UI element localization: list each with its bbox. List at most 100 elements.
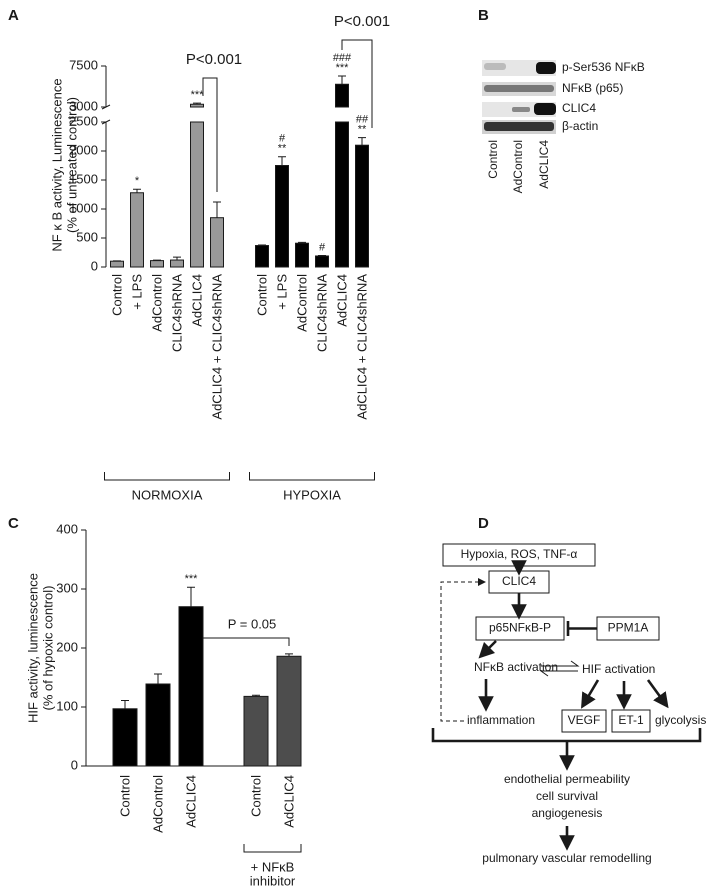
group-label: inhibitor [250, 873, 296, 888]
equilibrium-arrow [539, 670, 578, 677]
outcome-label: angiogenesis [532, 806, 603, 820]
node-label: VEGF [568, 713, 601, 727]
blot-row-label: β-actin [562, 119, 598, 133]
error-bar [121, 700, 129, 709]
bar [178, 606, 204, 767]
x-tick-label: AdCLIC4 + CLIC4shRNA [354, 274, 369, 420]
western-blot [482, 60, 556, 134]
bar [150, 260, 164, 268]
blot-band [536, 62, 556, 74]
comparison-label: P<0.001 [334, 13, 390, 30]
arrow [478, 640, 497, 659]
error-bar [133, 188, 141, 193]
bar [255, 245, 269, 268]
comparison-bracket [202, 77, 218, 192]
blot-band [484, 122, 554, 131]
group-bracket [249, 472, 375, 481]
feedback-arrow [440, 578, 486, 722]
significance-label: ** [278, 143, 287, 155]
node-label: p65NFκB-P [489, 621, 551, 635]
y-axis-label: (% of hypoxic control) [40, 586, 55, 711]
x-tick-label: AdControl [149, 274, 164, 332]
inhibition-arrow [566, 621, 597, 636]
axis-break [101, 119, 111, 125]
blot-lane-label: AdControl [511, 140, 525, 193]
node-box [611, 709, 651, 733]
bar [315, 255, 329, 268]
blot-band [484, 63, 506, 70]
panel-letter: B [478, 7, 489, 24]
result-label: pulmonary vascular remodelling [482, 851, 651, 865]
blot-band [512, 107, 530, 112]
significance-label: ### [333, 52, 352, 64]
bar [335, 83, 349, 268]
x-tick-label: AdControl [294, 274, 309, 332]
error-bar [278, 156, 286, 166]
panel-letter: A [8, 7, 19, 24]
node-label: glycolysis [655, 713, 706, 727]
comparison-bracket [341, 39, 373, 128]
group-label: NORMOXIA [132, 487, 203, 502]
error-bar [154, 673, 162, 684]
node-label: ET-1 [618, 713, 644, 727]
blot-row-label: NFκB (p65) [562, 81, 623, 95]
error-bar [187, 586, 195, 607]
bar [276, 655, 302, 767]
x-tick-label: Control [117, 775, 132, 817]
group-label: HYPOXIA [283, 487, 341, 502]
panel-letter: C [8, 515, 19, 532]
node-label: Hypoxia, ROS, TNF-α [461, 547, 578, 561]
error-bar [285, 653, 293, 657]
blot-lane-label: Control [486, 140, 500, 179]
x-tick-label: Control [254, 274, 269, 316]
panel-letter: D [478, 515, 489, 532]
x-tick-label: AdCLIC4 [189, 274, 204, 327]
x-tick-label: AdCLIC4 + CLIC4shRNA [209, 274, 224, 420]
error-bar [193, 102, 201, 105]
y-tick-label: 0 [91, 258, 98, 273]
bar [170, 259, 184, 268]
bar [130, 192, 144, 268]
bar [355, 144, 369, 268]
significance-label: # [279, 133, 286, 145]
y-tick-label: 2000 [69, 142, 98, 157]
significance-label: ** [358, 124, 367, 136]
error-bar [298, 241, 306, 244]
y-tick-label: 1000 [69, 200, 98, 215]
x-tick-label: + LPS [274, 274, 289, 310]
arrow [646, 679, 669, 709]
bar [190, 103, 204, 268]
error-bar [213, 201, 221, 218]
bar [243, 695, 269, 767]
blot-row-label: p-Ser536 NFκB [562, 60, 645, 74]
diagram: Hypoxia, ROS, TNF-α CLIC4 p65NFκB-P PPM1… [431, 543, 706, 865]
error-bar [258, 244, 266, 246]
x-tick-label: AdCLIC4 [183, 775, 198, 828]
node-label: HIF activation [582, 662, 655, 676]
node-label: CLIC4 [502, 574, 536, 588]
significance-label: ## [356, 114, 369, 126]
x-tick-label: AdCLIC4 [334, 274, 349, 327]
x-tick-label: + LPS [129, 274, 144, 310]
error-bar [173, 256, 181, 261]
x-tick-label: AdCLIC4 [281, 775, 296, 828]
blot-row-label: CLIC4 [562, 101, 596, 115]
arrow [581, 679, 600, 709]
y-tick-label: 2500 [69, 113, 98, 128]
y-tick-label: 7500 [69, 57, 98, 72]
node-label: NFκB activation [474, 660, 558, 674]
x-tick-label: Control [109, 274, 124, 316]
y-tick-label: 500 [76, 229, 98, 244]
x-tick-label: CLIC4shRNA [314, 274, 329, 352]
x-tick-label: CLIC4shRNA [169, 274, 184, 352]
outcome-label: endothelial permeability [504, 772, 630, 786]
group-bracket [104, 472, 230, 481]
y-axis-label: NF κ B activity, Luminescence [49, 78, 64, 251]
y-tick-label: 200 [56, 639, 78, 654]
group-label: + NFκB [251, 859, 295, 874]
y-tick-label: 0 [71, 757, 78, 772]
significance-label: *** [185, 573, 199, 585]
blot-band [484, 85, 554, 92]
blot-lane-label: AdCLIC4 [537, 140, 551, 189]
